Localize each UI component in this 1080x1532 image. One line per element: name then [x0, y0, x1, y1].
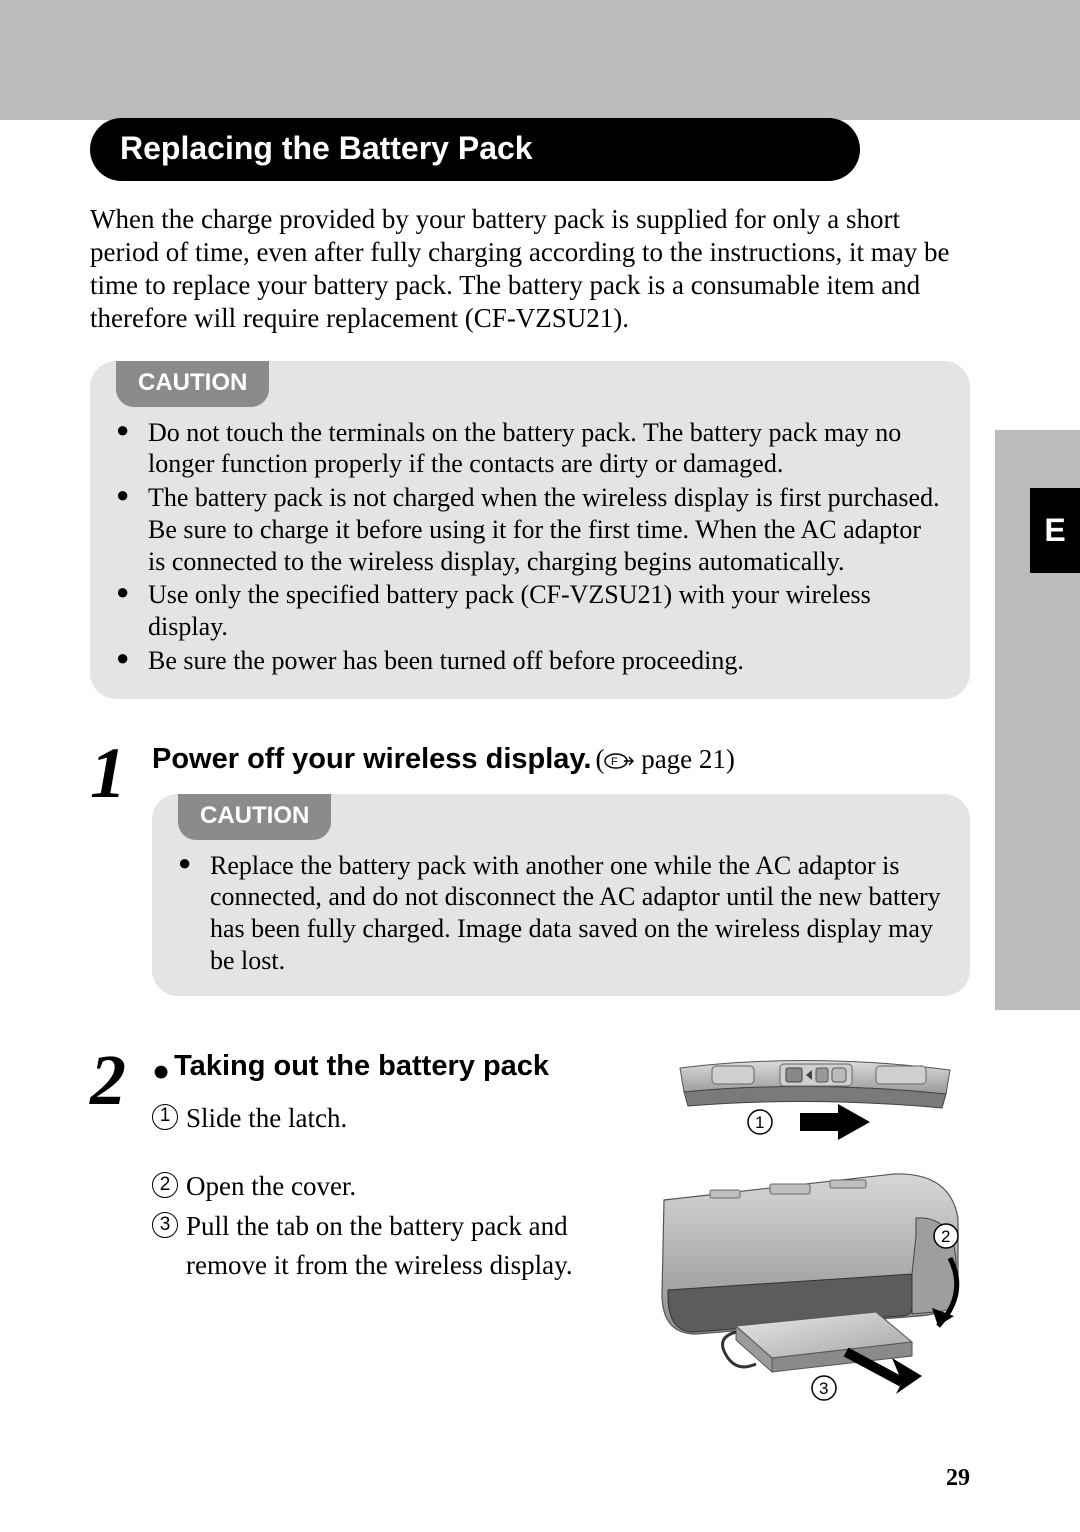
step-2-title: Taking out the battery pack	[174, 1050, 549, 1082]
step-1-ref-text: page 21	[641, 744, 726, 774]
figure-open-cover-remove-battery: 2	[650, 1166, 970, 1426]
top-gray-bar	[0, 0, 1080, 120]
step-2-substeps: 1 Slide the latch. 2 Open the cover. 3 P…	[152, 1099, 630, 1284]
step-2: 2 ● Taking out the battery pack 1 Slide …	[90, 1050, 970, 1426]
circled-number-3: 3	[152, 1212, 178, 1238]
svg-text:3: 3	[819, 1379, 828, 1398]
circled-number-1: 1	[152, 1104, 178, 1130]
svg-text:F: F	[611, 756, 618, 768]
section-tab-e: E	[1030, 488, 1080, 573]
caution-box-step1: CAUTION Replace the battery pack with an…	[152, 794, 970, 997]
figure-slide-latch: 1	[650, 1050, 970, 1160]
page-number: 29	[946, 1465, 970, 1492]
caution-item: Use only the specified battery pack (CF-…	[116, 579, 944, 642]
step-1-page-ref: (F page 21)	[595, 744, 734, 774]
step-1-title: Power off your wireless display.	[152, 743, 591, 775]
step-2-figures: 1	[650, 1050, 970, 1426]
step-number-2: 2	[90, 1050, 140, 1111]
substep-2-text: Open the cover.	[186, 1167, 356, 1205]
intro-paragraph: When the charge provided by your battery…	[90, 203, 970, 335]
page-ref-icon: F	[604, 752, 634, 770]
caution-text: Replace the battery pack with another on…	[178, 850, 944, 977]
caution-label: CAUTION	[178, 794, 331, 840]
circled-number-2: 2	[152, 1172, 178, 1198]
caution-box-main: CAUTION Do not touch the terminals on th…	[90, 361, 970, 699]
substep-3-text: Pull the tab on the battery pack and rem…	[186, 1207, 630, 1284]
step-1: 1 Power off your wireless display. (F pa…	[90, 743, 970, 997]
caution-item: The battery pack is not charged when the…	[116, 482, 944, 577]
section-heading: Replacing the Battery Pack	[90, 118, 860, 181]
step-number-1: 1	[90, 743, 140, 804]
bullet-icon: ●	[152, 1055, 170, 1088]
page-content: Replacing the Battery Pack When the char…	[90, 118, 970, 1426]
caution-item: Be sure the power has been turned off be…	[116, 645, 944, 677]
svg-text:2: 2	[941, 1227, 950, 1246]
caution-label: CAUTION	[116, 361, 269, 407]
svg-text:1: 1	[755, 1113, 764, 1132]
caution-item: Do not touch the terminals on the batter…	[116, 417, 944, 480]
substep-1-text: Slide the latch.	[186, 1099, 347, 1137]
